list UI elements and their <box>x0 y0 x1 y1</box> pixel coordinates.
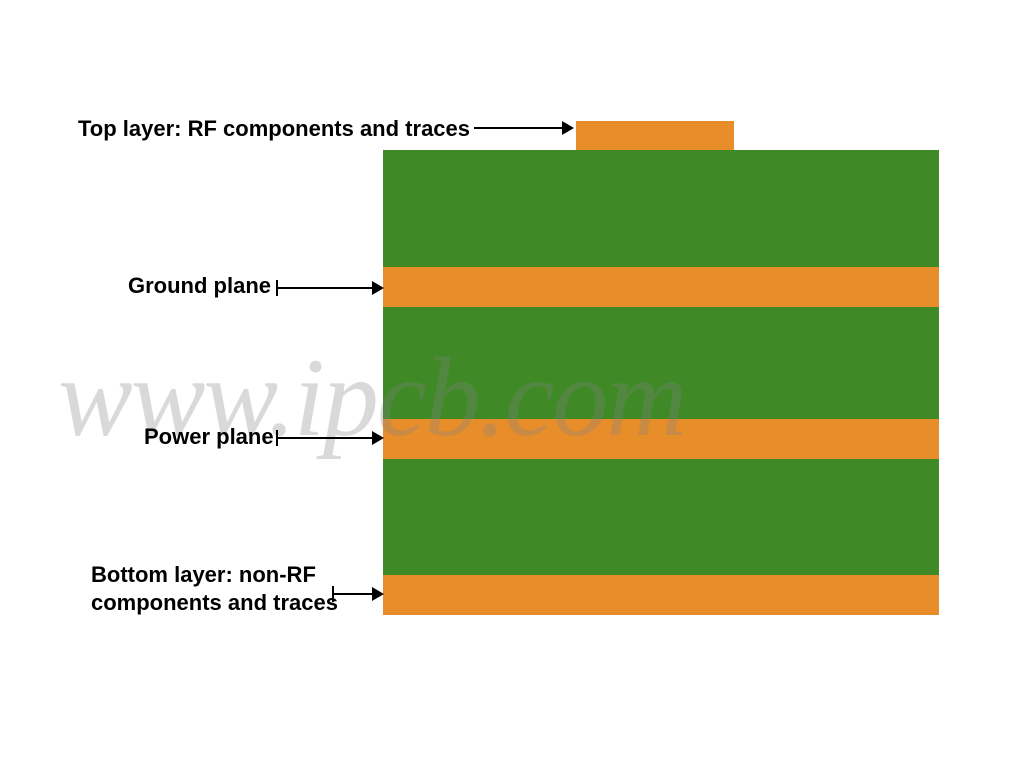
label-top-layer: Top layer: RF components and traces <box>78 115 470 143</box>
arrow-top-head <box>562 121 574 135</box>
arrow-top-line <box>474 127 564 129</box>
substrate-3 <box>383 459 939 575</box>
bottom-layer-copper <box>383 575 939 615</box>
ground-plane-layer <box>383 267 939 307</box>
arrow-ground-head <box>372 281 384 295</box>
label-ground-plane: Ground plane <box>128 272 271 300</box>
substrate-2 <box>383 307 939 419</box>
power-plane-layer <box>383 419 939 459</box>
pcb-stackup-diagram: www.ipcb.com Top layer: RF components an… <box>0 0 1024 766</box>
arrow-power-line <box>276 437 374 439</box>
arrow-ground-line <box>276 287 374 289</box>
arrow-power-head <box>372 431 384 445</box>
top-trace <box>576 121 734 150</box>
arrow-bottom-head <box>372 587 384 601</box>
substrate-1 <box>383 150 939 267</box>
label-bottom-layer: Bottom layer: non-RF components and trac… <box>91 561 338 616</box>
label-power-plane: Power plane <box>144 423 274 451</box>
arrow-bottom-line <box>332 593 374 595</box>
